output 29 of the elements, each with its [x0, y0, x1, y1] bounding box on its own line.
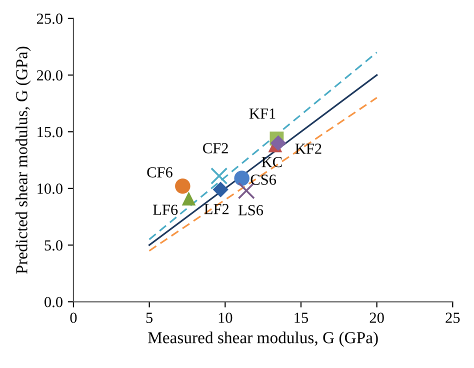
series-label: CS6 [250, 174, 276, 185]
x-axis-title: Measured shear modulus, G (GPa) [148, 332, 378, 347]
series-label: CF2 [203, 143, 228, 154]
point [210, 167, 228, 184]
point [212, 182, 228, 198]
x-tick-label: 20 [370, 312, 384, 323]
y-tick-label: 25.0 [36, 14, 62, 24]
point [182, 192, 196, 206]
y-tick-label: 10.0 [38, 184, 62, 194]
x-tick-label: 5 [146, 312, 153, 323]
series-label: KF1 [249, 108, 276, 119]
x-tick-label: 15 [294, 312, 308, 323]
y-tick-label: 5.0 [44, 240, 62, 251]
series-label: CF6 [147, 167, 172, 178]
series-label: KC [262, 156, 282, 168]
series-label: KF2 [295, 144, 322, 154]
y-tick-label: 15.0 [38, 126, 62, 138]
y-tick-label: 0.0 [44, 296, 62, 308]
point [270, 135, 286, 151]
y-tick-label: 20.0 [36, 70, 62, 81]
series-label: LF6 [153, 204, 178, 215]
point [175, 178, 190, 194]
x-tick-label: 0 [70, 312, 77, 323]
x-tick-label: 10 [218, 312, 232, 323]
y-axis-title: Predicted shear modulus, G (GPa) [16, 46, 31, 274]
point [234, 170, 250, 186]
series-label: LS6 [238, 205, 264, 216]
x-tick-label: 25 [446, 312, 460, 323]
series-label: LF2 [204, 204, 229, 214]
